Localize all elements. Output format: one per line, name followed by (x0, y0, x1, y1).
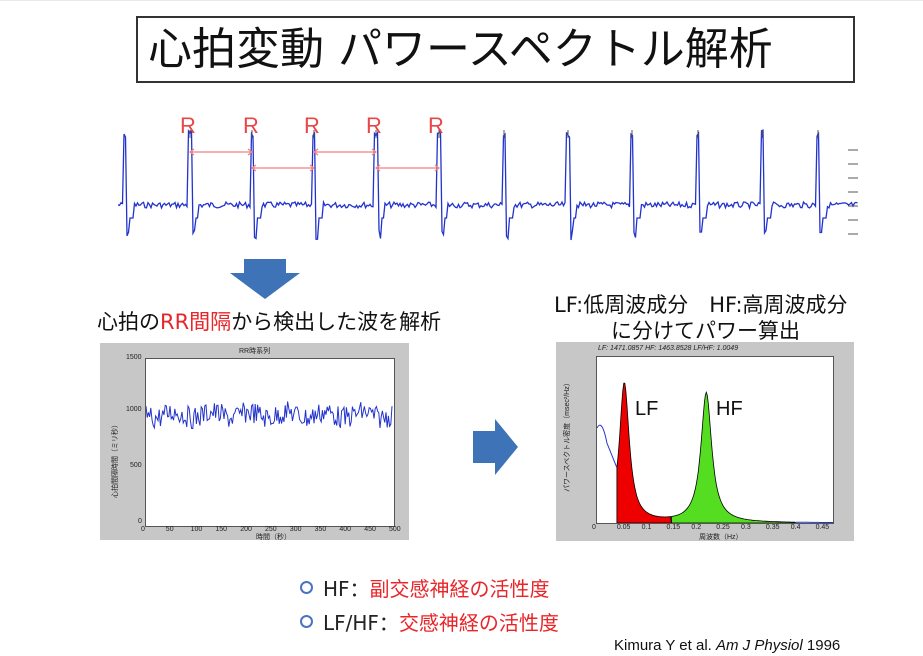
x-tick-label: 0.2 (691, 524, 702, 531)
x-tick-label: 0 (592, 524, 596, 531)
y-tick-label: 500 (130, 462, 142, 469)
rr-x-axis-label: 時間（秒） (256, 534, 291, 541)
rr-interval-arrow (189, 148, 253, 156)
top-divider (0, 0, 923, 1)
rr-y-axis-label: 心拍間隔時間（ミリ秒） (112, 421, 119, 498)
x-tick-label: 400 (339, 526, 352, 533)
bullet-circle-icon (300, 581, 313, 594)
spectrum-y-axis-label: パワースペクトル密度（msec²/Hz） (564, 379, 571, 492)
hf-area (671, 391, 797, 523)
y-tick-label: 0 (138, 518, 142, 525)
rr-interval-arrow (251, 164, 315, 172)
rr-plot-title: RR時系列 (239, 348, 271, 355)
spectrum-plot-title: LF: 1471.0857 HF: 1463.8528 LF/HF: 1.004… (598, 345, 739, 352)
x-tick-label: 0.25 (716, 524, 730, 531)
ecg-signal-line (118, 128, 858, 241)
bullet-lf-hf: LF/HF：交感神経の活性度 (300, 607, 559, 636)
y-tick-label: 1500 (126, 354, 142, 361)
r-peak-label: R (243, 113, 259, 138)
x-tick-label: 500 (389, 526, 401, 533)
x-tick-label: 0.15 (666, 524, 681, 531)
x-tick-label: 0.4 (790, 524, 801, 531)
r-peak-label: R (304, 113, 320, 138)
slide-title: 心拍変動 パワースペクトル解析 (136, 16, 855, 83)
bullet-circle-icon (300, 615, 313, 628)
rr-plot-area (145, 358, 395, 527)
right-caption-line2: に分けてパワー算出 (611, 319, 800, 343)
spectrum-x-axis-label: 周波数（Hz） (699, 534, 743, 541)
down-arrow-icon (230, 259, 300, 299)
x-tick-label: 0.05 (616, 524, 631, 531)
r-peak-label: R (180, 113, 196, 138)
left-caption: 心拍のRR間隔から検出した波を解析 (97, 310, 442, 334)
rr-series-line (146, 401, 393, 430)
x-tick-label: 150 (215, 526, 228, 533)
x-tick-label: 450 (364, 526, 376, 533)
x-tick-label: 100 (190, 526, 203, 533)
right-caption-line1: LF:低周波成分 HF:高周波成分 (554, 293, 848, 317)
x-tick-label: 0.35 (765, 524, 780, 531)
x-tick-label: 250 (265, 526, 277, 533)
citation: Kimura Y et al. Am J Physiol 1996 (614, 637, 841, 654)
x-tick-label: 0.3 (741, 524, 751, 531)
x-tick-label: 350 (314, 526, 327, 533)
r-peak-label: R (428, 113, 444, 138)
bullet-hf: HF：副交感神経の活性度 (300, 573, 550, 602)
power-spectrum-panel: LF: 1471.0857 HF: 1463.8528 LF/HF: 1.004… (556, 342, 854, 541)
r-peak-label: R (366, 113, 382, 138)
x-tick-label: 300 (289, 526, 302, 533)
spectrum-plot-area (596, 356, 834, 524)
x-tick-label: 0.45 (815, 524, 830, 531)
spectrum-line (597, 424, 833, 523)
lf-area (616, 382, 672, 523)
hf-peak-label: HF (716, 398, 743, 420)
rr-interval-arrow (375, 164, 440, 172)
x-tick-label: 200 (240, 526, 252, 533)
ecg-trace (118, 128, 858, 241)
rr-timeseries-panel: RR時系列 1500 1000 500 0 心拍間隔時間（ミリ秒） 0 50 100… (100, 343, 409, 541)
x-tick-label: 50 (165, 526, 174, 533)
x-tick-label: 0 (141, 526, 145, 533)
x-tick-label: 0.1 (641, 524, 652, 531)
right-arrow-icon (473, 419, 518, 475)
rr-interval-arrow (313, 148, 377, 156)
lf-peak-label: LF (635, 398, 659, 420)
y-tick-label: 1000 (126, 406, 142, 413)
